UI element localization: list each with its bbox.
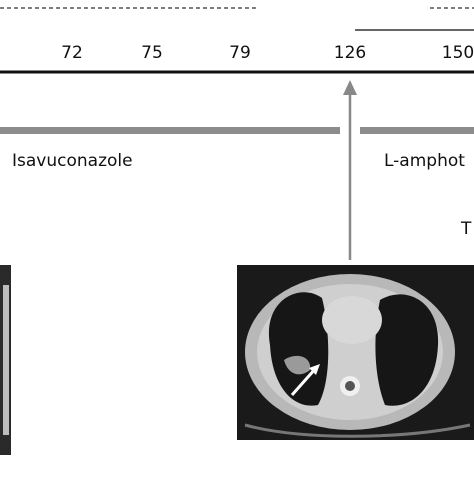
day-label: 126 [334, 43, 366, 63]
day-label: 72 [61, 43, 83, 63]
day-label: 75 [141, 43, 163, 63]
treatment-label: L-amphot [384, 151, 465, 171]
arrow-head [343, 80, 357, 95]
side-label: T [460, 219, 472, 239]
ct-image-edge [3, 285, 9, 435]
day-label: 150 [442, 43, 474, 63]
day-label: 79 [229, 43, 251, 63]
treatment-label: Isavuconazole [12, 151, 133, 171]
treatment-bar [0, 127, 340, 134]
day-labels: 72 75 79 126 150 [61, 43, 474, 63]
treatment-bar [360, 127, 474, 134]
ct-image [237, 265, 474, 440]
